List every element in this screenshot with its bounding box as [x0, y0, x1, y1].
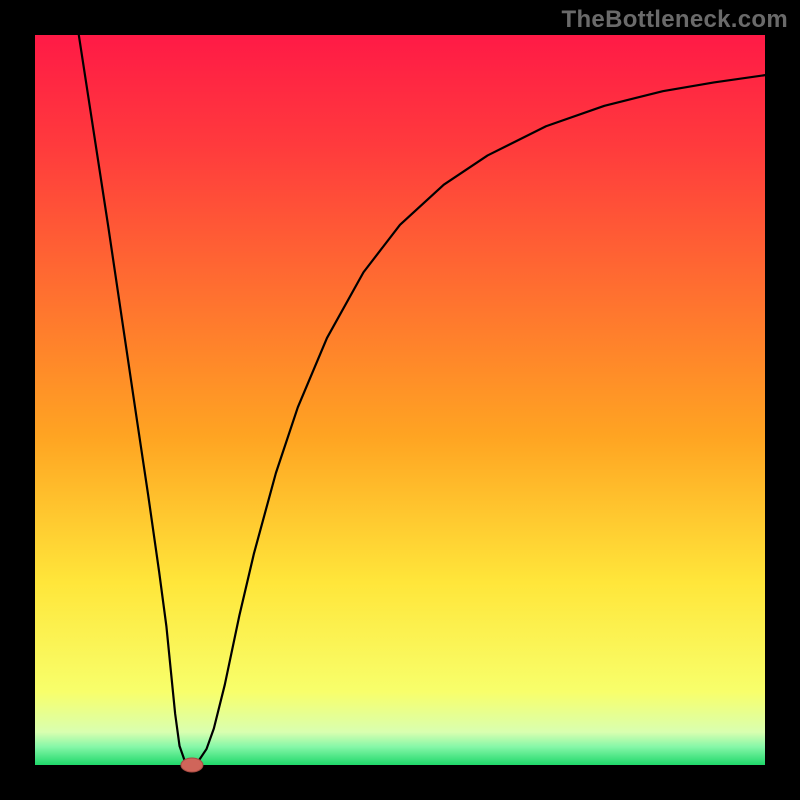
attribution-watermark: TheBottleneck.com — [562, 6, 788, 34]
optimum-marker — [181, 758, 203, 772]
chart-container: TheBottleneck.com — [0, 0, 800, 800]
chart-svg — [0, 0, 800, 800]
bottleneck-curve — [79, 35, 765, 762]
